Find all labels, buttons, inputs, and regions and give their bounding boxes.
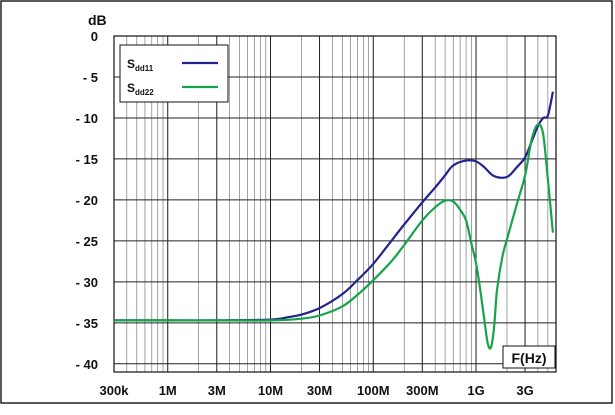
y-tick-label: - 10 [76,111,98,126]
y-axis-ticks: 0 - 5 - 10 - 15 - 20 - 25 - 30 - 35 - 40 [76,29,98,372]
x-tick-label: 30M [307,383,332,398]
y-tick-label: - 30 [76,275,98,290]
x-axis-label-box [502,345,556,369]
legend-label-dd11: Sdd11 [127,57,154,73]
major-gridlines [114,35,556,372]
x-tick-label: 3G [516,383,533,398]
y-tick-label: - 20 [76,193,98,208]
plot-area-border [113,35,557,373]
x-tick-label: 10M [258,383,283,398]
x-tick-label: 300M [406,383,439,398]
x-tick-label: 1M [159,383,177,398]
y-axis-label: dB [88,12,107,28]
x-tick-label: 100M [357,383,390,398]
series-layer [114,91,554,350]
y-tick-label: - 5 [83,70,98,85]
y-tick-label: 0 [91,29,98,44]
y-tick-label: - 15 [76,152,98,167]
legend-box [119,44,229,103]
legend: Sdd11 Sdd22 [119,44,229,103]
y-tick-label: - 40 [76,357,98,372]
y-tick-label: - 25 [76,234,98,249]
series-line-dd22 [114,123,554,350]
x-tick-label: 1G [467,383,484,398]
x-tick-label: 3M [208,383,226,398]
y-tick-label: - 35 [76,316,98,331]
x-axis-ticks: 300k 1M 3M 10M 30M 100M 300M 1G 3G [100,383,534,398]
figure-frame [0,0,613,404]
x-tick-label: 300k [100,383,130,398]
x-axis-label: F(Hz) [512,350,547,366]
legend-label-dd22: Sdd22 [127,81,154,97]
